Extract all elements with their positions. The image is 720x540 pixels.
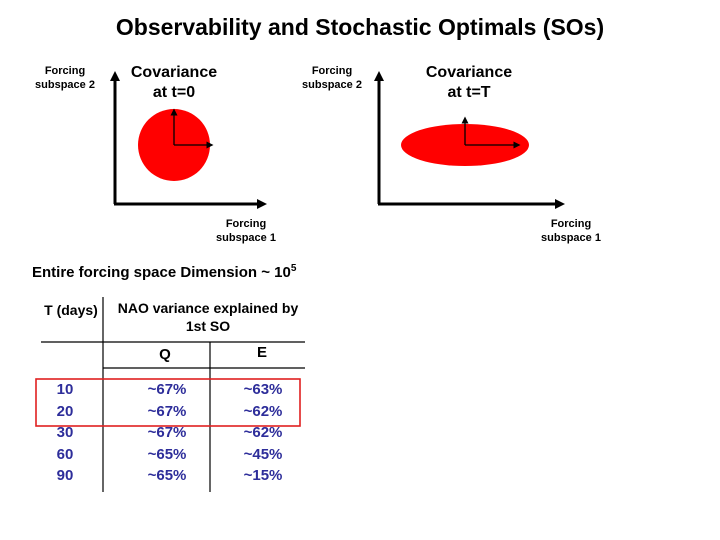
row-q-value: ~65%	[147, 467, 187, 484]
row-e-value: ~62%	[243, 402, 283, 420]
right-xaxis-label: Forcing subspace 1	[541, 218, 601, 244]
row-e-value: ~15%	[243, 467, 283, 484]
right-cov-line2: at t=T	[447, 84, 491, 101]
row-t-value: 60	[56, 445, 74, 463]
col-group-header: NAO variance explained by 1st SO	[117, 300, 299, 334]
row-t-value: 20	[56, 402, 74, 420]
left-cov-line2: at t=0	[152, 84, 196, 101]
forcing-dimension-subtitle: Entire forcing space Dimension ~ 105	[32, 263, 296, 281]
col-q-header: Q	[159, 346, 171, 363]
left-yaxis-label: Forcing subspace 2	[35, 65, 95, 91]
row-t-value: 10	[56, 381, 74, 398]
col-e-header: E	[256, 344, 267, 361]
row-q-value: ~65%	[147, 445, 187, 463]
left-cov-line1: Covariance	[130, 64, 218, 81]
right-covariance-title: Covariance at t=T	[409, 63, 529, 103]
left-xaxis-label: Forcing subspace 1	[216, 218, 276, 244]
subtitle-exponent: 5	[290, 263, 297, 274]
row-q-value: ~67%	[147, 424, 187, 441]
row-e-value: ~62%	[243, 424, 283, 441]
row-e-value: ~45%	[243, 445, 283, 463]
highlight-box	[35, 378, 301, 427]
table-lines	[35, 297, 305, 492]
row-q-value: ~67%	[147, 402, 187, 420]
subtitle-text: Entire forcing space Dimension ~ 10	[32, 264, 291, 281]
row-t-value: 30	[56, 424, 74, 441]
right-cov-line1: Covariance	[425, 64, 513, 81]
row-q-value: ~67%	[147, 381, 187, 398]
slide-title: Observability and Stochastic Optimals (S…	[115, 14, 605, 40]
diagram-left	[110, 71, 267, 209]
right-yaxis-label: Forcing subspace 2	[302, 65, 362, 91]
col-t-header: T (days)	[44, 302, 98, 318]
row-t-value: 90	[56, 467, 74, 484]
row-e-value: ~63%	[243, 381, 283, 398]
diagram-right	[374, 71, 565, 209]
left-covariance-title: Covariance at t=0	[114, 63, 234, 103]
